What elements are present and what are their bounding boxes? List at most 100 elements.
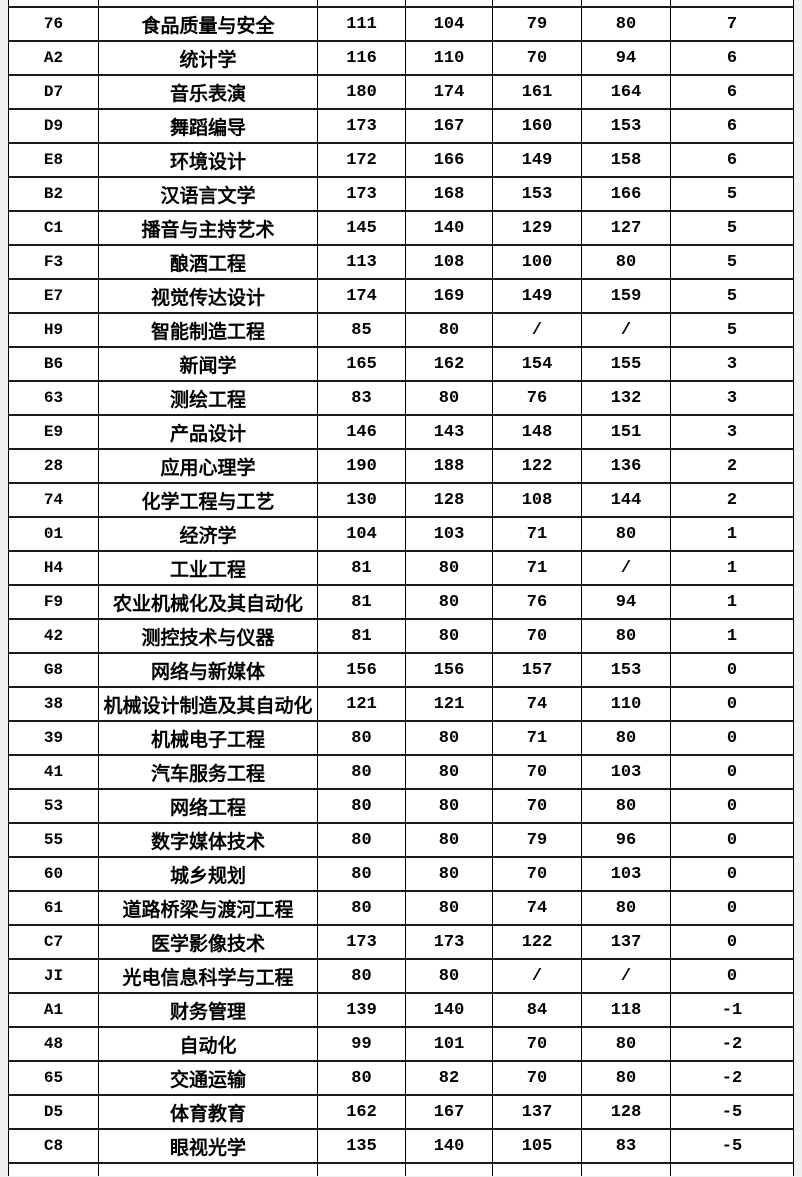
table-row: F3 酿酒工程 113 108 100 80 5	[8, 244, 794, 280]
code-cell: D9	[8, 108, 99, 144]
diff-cell: 3	[670, 346, 794, 382]
code-cell: E8	[8, 142, 99, 178]
score2-cell: 166	[405, 142, 493, 178]
code-cell: A2	[8, 40, 99, 76]
score1-cell: 80	[317, 1060, 406, 1096]
diff-cell: 0	[670, 890, 794, 926]
code-cell: 48	[8, 1026, 99, 1062]
table-row: 76 食品质量与安全 111 104 79 80 7	[8, 6, 794, 42]
code-cell: 01	[8, 516, 99, 552]
empty-cell	[670, 1162, 794, 1176]
score2-cell: 140	[405, 210, 493, 246]
major-name-cell: 食品质量与安全	[98, 6, 318, 42]
major-name-cell: 机械设计制造及其自动化	[98, 686, 318, 722]
diff-cell: -5	[670, 1128, 794, 1164]
table-row: G8 网络与新媒体 156 156 157 153 0	[8, 652, 794, 688]
major-name-cell: 环境设计	[98, 142, 318, 178]
empty-cell	[405, 0, 493, 8]
table-row: 41 汽车服务工程 80 80 70 103 0	[8, 754, 794, 790]
diff-cell: 5	[670, 176, 794, 212]
score3-cell: 79	[492, 822, 582, 858]
code-cell: 41	[8, 754, 99, 790]
table-row: B6 新闻学 165 162 154 155 3	[8, 346, 794, 382]
major-name-cell: 工业工程	[98, 550, 318, 586]
table-body: 76 食品质量与安全 111 104 79 80 7 A2 统计学 116 110 70 94 6 D7 音乐…	[8, 0, 794, 1176]
major-name-cell: 眼视光学	[98, 1128, 318, 1164]
score2-cell: 140	[405, 992, 493, 1028]
table-row: JI 光电信息科学与工程 80 80//0	[8, 958, 794, 994]
score1-cell: 116	[317, 40, 406, 76]
empty-cell	[492, 0, 582, 8]
score2-cell: 80	[405, 822, 493, 858]
code-cell: C7	[8, 924, 99, 960]
score3-cell: 76	[492, 584, 582, 620]
score4-cell: 110	[581, 686, 671, 722]
major-name-cell: 财务管理	[98, 992, 318, 1028]
score1-cell: 80	[317, 788, 406, 824]
score3-cell: 74	[492, 890, 582, 926]
empty-cell	[670, 0, 794, 8]
score3-cell: 70	[492, 1060, 582, 1096]
score1-cell: 173	[317, 108, 406, 144]
score3-cell: 71	[492, 516, 582, 552]
code-cell: B2	[8, 176, 99, 212]
score3-cell: 148	[492, 414, 582, 450]
score1-cell: 80	[317, 856, 406, 892]
empty-cell	[98, 0, 318, 8]
table-row: D7 音乐表演 180 174 161 164 6	[8, 74, 794, 110]
score2-cell: 80	[405, 312, 493, 348]
major-name-cell: 交通运输	[98, 1060, 318, 1096]
empty-cell	[405, 1162, 493, 1176]
score2-cell: 173	[405, 924, 493, 960]
score3-cell: 70	[492, 788, 582, 824]
code-cell: 76	[8, 6, 99, 42]
diff-cell: 2	[670, 448, 794, 484]
table-row: H9 智能制造工程 85 80//5	[8, 312, 794, 348]
code-cell: G8	[8, 652, 99, 688]
score1-cell: 85	[317, 312, 406, 348]
table-row: 65 交通运输 80 82 70 80 -2	[8, 1060, 794, 1096]
score2-cell: 140	[405, 1128, 493, 1164]
score1-cell: 139	[317, 992, 406, 1028]
major-name-cell: 应用心理学	[98, 448, 318, 484]
score3-cell: 100	[492, 244, 582, 280]
major-name-cell: 新闻学	[98, 346, 318, 382]
code-cell: 60	[8, 856, 99, 892]
table-row: 39 机械电子工程 80 80 71 80 0	[8, 720, 794, 756]
code-cell: F3	[8, 244, 99, 280]
score4-cell: 80	[581, 618, 671, 654]
diff-cell: 1	[670, 550, 794, 586]
score2-cell: 121	[405, 686, 493, 722]
table-row: D9 舞蹈编导 173 167 160 153 6	[8, 108, 794, 144]
empty-cell	[581, 1162, 671, 1176]
table-row: C1 播音与主持艺术 145 140 129 127 5	[8, 210, 794, 246]
diff-cell: 1	[670, 618, 794, 654]
table-row: D5 体育教育 162 167 137 128 -5	[8, 1094, 794, 1130]
score4-cell: 136	[581, 448, 671, 484]
score2-cell: 103	[405, 516, 493, 552]
table-row: E8 环境设计 172 166 149 158 6	[8, 142, 794, 178]
diff-cell: 7	[670, 6, 794, 42]
major-name-cell: 舞蹈编导	[98, 108, 318, 144]
score1-cell: 146	[317, 414, 406, 450]
score3-cell: 161	[492, 74, 582, 110]
score3-cell: 84	[492, 992, 582, 1028]
empty-cell	[98, 1162, 318, 1176]
table-row: A2 统计学 116 110 70 94 6	[8, 40, 794, 76]
score2-cell: 168	[405, 176, 493, 212]
score4-cell: 94	[581, 584, 671, 620]
diff-cell: 0	[670, 720, 794, 756]
major-name-cell: 测绘工程	[98, 380, 318, 416]
major-name-cell: 测控技术与仪器	[98, 618, 318, 654]
table-row: H4 工业工程 81 80 71/1	[8, 550, 794, 586]
score1-cell: 111	[317, 6, 406, 42]
diff-cell: 0	[670, 652, 794, 688]
score4-cell: 155	[581, 346, 671, 382]
diff-cell: 0	[670, 686, 794, 722]
diff-cell: 6	[670, 142, 794, 178]
score1-cell: 173	[317, 924, 406, 960]
score4-cell: 80	[581, 788, 671, 824]
score2-cell: 167	[405, 108, 493, 144]
score2-cell: 188	[405, 448, 493, 484]
score2-cell: 80	[405, 380, 493, 416]
